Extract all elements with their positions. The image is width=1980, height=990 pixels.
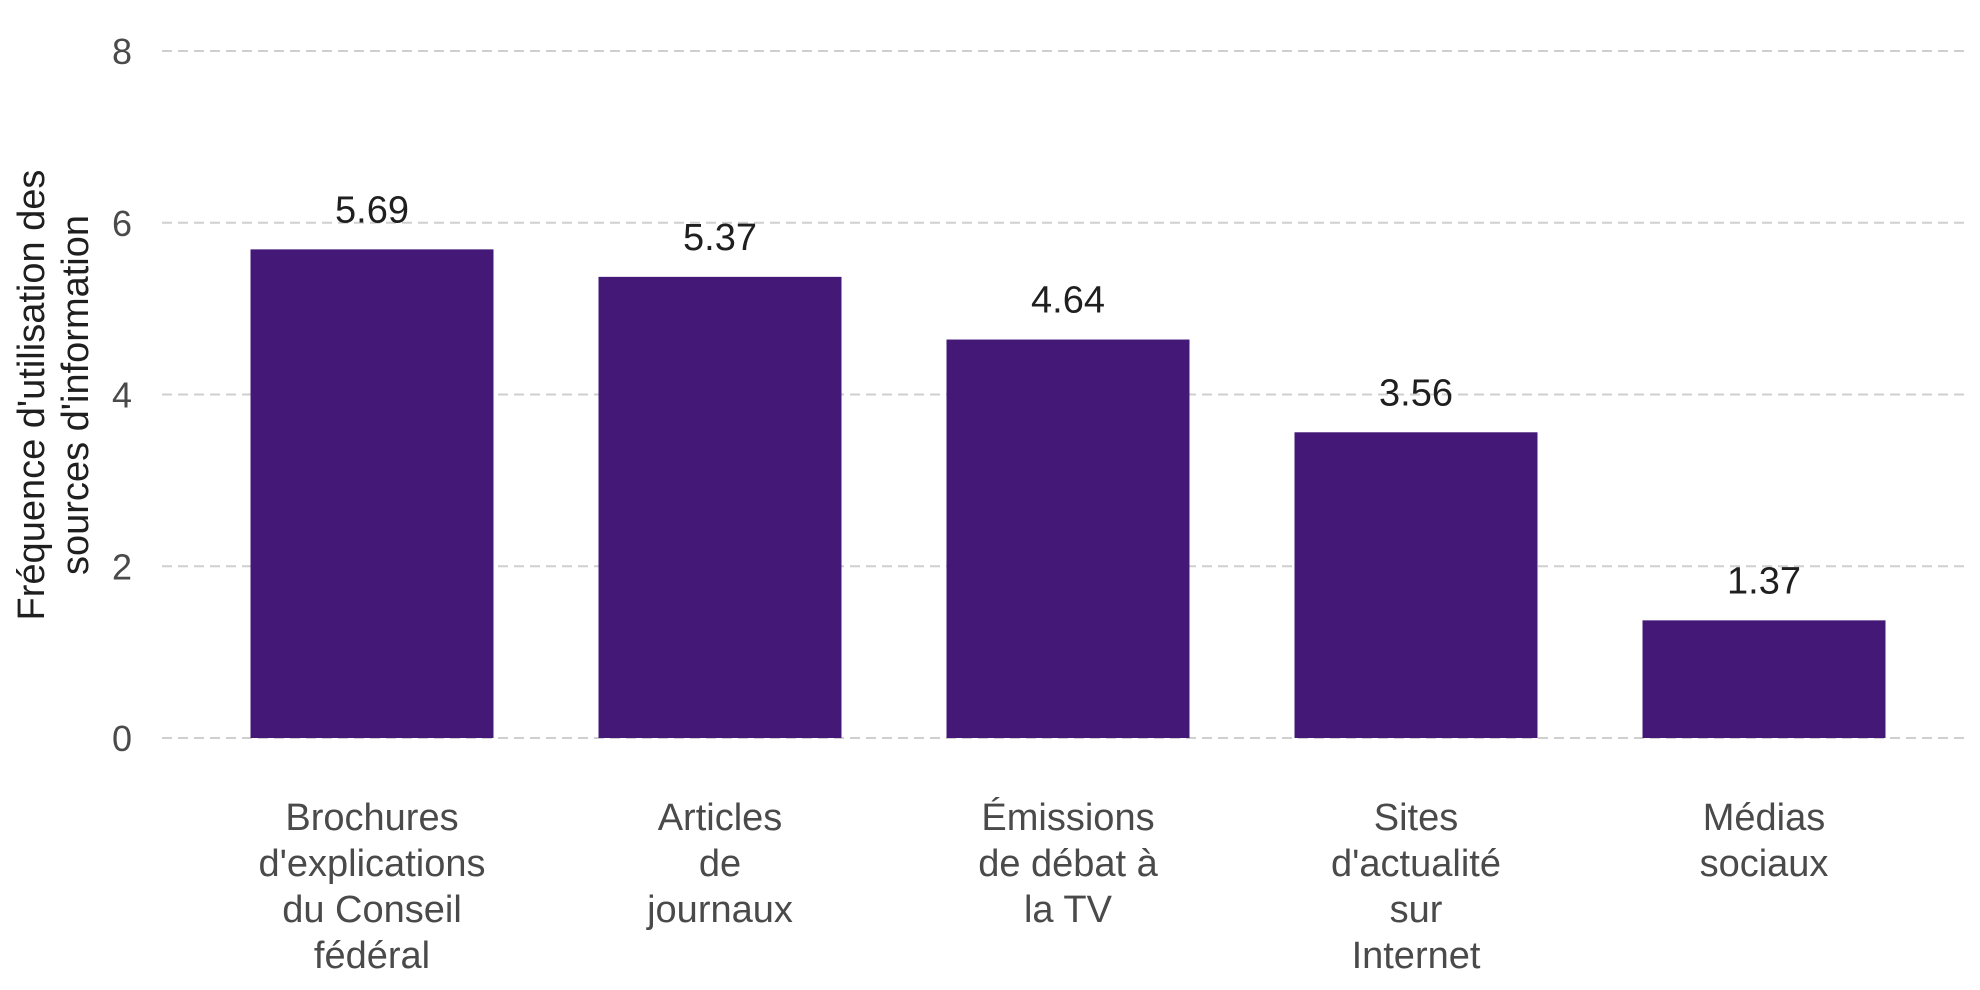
x-tick-label: Émissions de débat à la TV	[978, 796, 1158, 931]
x-tick-label-line: Articles	[658, 797, 783, 839]
data-label: 3.56	[1379, 372, 1453, 414]
data-label: 4.64	[1031, 280, 1105, 322]
y-axis-title-line: sources d'information	[55, 215, 97, 575]
x-tick-label-line: sociaux	[1700, 843, 1829, 885]
x-tick-label: Articles de journaux	[646, 797, 793, 931]
x-tick-label: Sites d'actualité sur Internet	[1331, 797, 1501, 977]
x-tick-label-line: du Conseil	[282, 889, 462, 931]
data-label: 5.69	[335, 189, 409, 231]
bar	[598, 276, 842, 738]
x-tick-label-line: journaux	[646, 889, 793, 931]
x-tick-label-line: de débat à	[978, 843, 1158, 885]
x-tick-label-line: Médias	[1703, 797, 1826, 839]
x-tick-label: Brochures d'explications du Conseil fédéral	[259, 797, 486, 977]
x-tick-label: Médias sociaux	[1700, 797, 1829, 885]
bar	[1642, 620, 1886, 738]
x-tick-label-line: d'actualité	[1331, 843, 1501, 885]
y-tick-label: 4	[112, 375, 132, 416]
y-tick-label: 6	[112, 203, 132, 244]
y-tick-label: 2	[112, 546, 132, 587]
bars	[250, 249, 1886, 738]
y-axis-title-line: Fréquence d'utilisation des	[11, 170, 53, 621]
bar	[1294, 432, 1538, 738]
x-tick-label-line: Internet	[1352, 935, 1481, 977]
y-tick-label: 8	[112, 31, 132, 72]
y-axis-title-text: Fréquence d'utilisation dessources d'inf…	[11, 170, 97, 621]
x-axis-ticks: Brochures d'explications du Conseil fédéral…	[259, 796, 1829, 977]
x-tick-label-line: d'explications	[259, 843, 486, 885]
y-tick-label: 0	[112, 718, 132, 759]
y-axis-title: Fréquence d'utilisation dessources d'inf…	[11, 170, 97, 621]
x-tick-label-line: Sites	[1374, 797, 1458, 839]
x-tick-label-line: fédéral	[314, 935, 430, 977]
data-label: 5.37	[683, 217, 757, 259]
data-labels: 5.69 5.37 4.64 3.56 1.37	[335, 189, 1801, 602]
x-tick-label-line: de	[699, 843, 741, 885]
bar	[250, 249, 494, 738]
x-tick-label-line: Brochures	[285, 797, 458, 839]
data-label: 1.37	[1727, 560, 1801, 602]
x-tick-label-line: Émissions	[981, 796, 1154, 839]
bar	[946, 339, 1190, 738]
x-tick-label-line: la TV	[1024, 889, 1113, 931]
y-axis-ticks: 0 2 4 6 8	[112, 31, 132, 759]
x-tick-label-line: sur	[1390, 889, 1443, 931]
